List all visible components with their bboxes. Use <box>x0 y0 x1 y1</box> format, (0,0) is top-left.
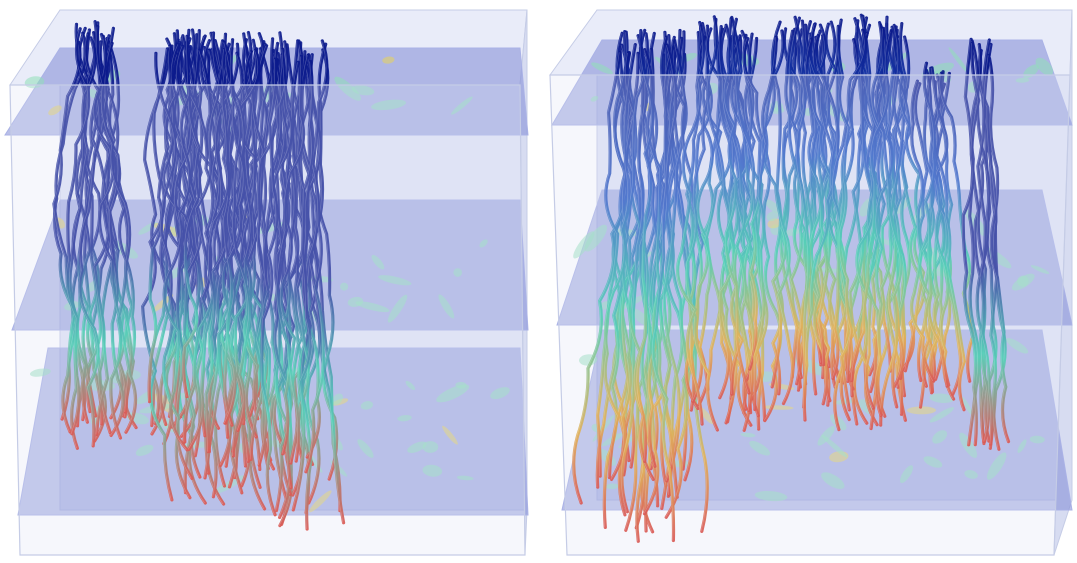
box-front-face <box>549 74 1071 556</box>
right-volume-render <box>549 9 1073 556</box>
left-panel <box>0 0 535 563</box>
left-volume-render <box>4 9 529 556</box>
streamlines <box>572 13 1011 543</box>
streamlines <box>52 20 346 531</box>
box-front-face <box>9 84 526 556</box>
right-panel <box>542 0 1077 563</box>
